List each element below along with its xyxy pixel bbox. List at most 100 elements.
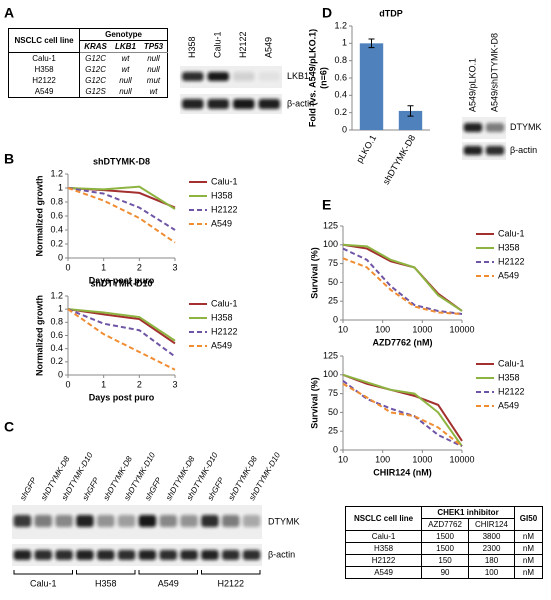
table-cell: nM bbox=[513, 542, 544, 555]
group-label: Calu-1 bbox=[30, 578, 57, 588]
table-cell: nM bbox=[513, 530, 544, 543]
x-tick-label: 3 bbox=[172, 379, 177, 389]
table-cell: G12C bbox=[85, 54, 107, 63]
table-cell: H2122 bbox=[8, 75, 81, 86]
y-tick-label: 0.8 bbox=[334, 55, 347, 65]
legend-label: A549 bbox=[211, 218, 232, 228]
blot-strip bbox=[462, 117, 506, 139]
x-tick-label: 0 bbox=[65, 262, 70, 272]
blot-band bbox=[463, 146, 483, 155]
table-cell: 180 bbox=[468, 554, 515, 567]
panel-label: A bbox=[4, 5, 14, 21]
y-tick-label: 0.4 bbox=[50, 343, 63, 353]
y-tick-label: 125 bbox=[323, 220, 338, 230]
header-cell: Genotype bbox=[79, 28, 168, 41]
series-line bbox=[67, 308, 176, 358]
genotype-table: NSCLC cell line Genotype KRAS LKB1 TP53 Cal… bbox=[8, 28, 168, 98]
table-cell: 1500 bbox=[421, 542, 470, 555]
band-label: β-actin bbox=[268, 549, 295, 559]
blot-band bbox=[463, 123, 483, 132]
x-tick-label: 1 bbox=[101, 379, 106, 389]
table-cell: null bbox=[147, 65, 160, 74]
legend-label: A549 bbox=[498, 400, 519, 410]
x-tick-label: 10000 bbox=[449, 324, 474, 334]
blot-strip bbox=[180, 66, 282, 88]
blot-band bbox=[182, 72, 204, 81]
y-tick-label: 50 bbox=[328, 277, 338, 287]
y-tick-label: 0.2 bbox=[334, 107, 347, 117]
group-bracket bbox=[138, 570, 198, 575]
x-tick-label: 1 bbox=[101, 262, 106, 272]
panel-label: B bbox=[4, 151, 14, 167]
blot-band bbox=[485, 123, 505, 132]
y-axis-label: (n=6) bbox=[318, 67, 328, 89]
blot-band bbox=[201, 515, 219, 527]
y-tick-label: 100 bbox=[323, 239, 338, 249]
legend-label: H2122 bbox=[211, 326, 238, 336]
table-cell: null bbox=[147, 54, 160, 63]
blot-band bbox=[233, 99, 255, 109]
y-tick-label: 75 bbox=[328, 388, 338, 398]
table-row: H358 G12C wt null bbox=[8, 64, 168, 75]
panel-label: E bbox=[322, 197, 331, 213]
legend-label: H2122 bbox=[498, 386, 525, 396]
table-cell: Calu-1 bbox=[344, 530, 423, 543]
drug-cell: CHIR124 bbox=[468, 518, 515, 531]
band-label: DTYMK bbox=[510, 122, 542, 132]
x-tick-label: 0 bbox=[65, 379, 70, 389]
blot-band bbox=[207, 72, 229, 81]
blot-strip bbox=[12, 544, 262, 566]
blot-band bbox=[138, 550, 157, 560]
x-tick-label: 2 bbox=[137, 262, 142, 272]
table-cell: G12S bbox=[85, 87, 106, 96]
series-line bbox=[342, 380, 463, 448]
group-label: H2122 bbox=[217, 578, 244, 588]
chart-title: dTDP bbox=[379, 8, 403, 18]
y-tick-label: 0.4 bbox=[334, 90, 347, 100]
table-row: Calu-1 G12C wt null bbox=[8, 52, 168, 64]
y-axis-label: Normalized growth bbox=[34, 295, 44, 376]
y-tick-label: 75 bbox=[328, 258, 338, 268]
table-row: A549 G12S null wt bbox=[8, 86, 168, 98]
group-bracket bbox=[201, 570, 261, 575]
x-axis-label: Days post puro bbox=[89, 275, 155, 285]
blot-band bbox=[76, 550, 94, 560]
blot-band bbox=[182, 99, 204, 109]
y-tick-label: 50 bbox=[328, 407, 338, 417]
y-tick-label: 1 bbox=[58, 304, 63, 314]
y-tick-label: 0 bbox=[58, 369, 63, 379]
lane-label: A549/pLKO.1 bbox=[467, 58, 477, 112]
blot-band bbox=[222, 550, 240, 560]
blot-band bbox=[97, 515, 115, 527]
table-cell: 150 bbox=[421, 554, 470, 567]
y-tick-label: 1.2 bbox=[334, 20, 347, 30]
y-tick-label: 0.2 bbox=[50, 356, 63, 366]
y-tick-label: 0 bbox=[342, 124, 347, 134]
x-axis-label: Days post puro bbox=[89, 392, 155, 402]
x-tick-label: 3 bbox=[172, 262, 177, 272]
y-tick-label: 0.4 bbox=[50, 224, 63, 234]
lane-label: H358 bbox=[187, 36, 197, 58]
table-cell: null bbox=[119, 87, 132, 96]
x-tick-label: shDTYMK-D8 bbox=[381, 133, 417, 186]
y-tick-label: 0.6 bbox=[50, 330, 63, 340]
series-line bbox=[67, 187, 176, 244]
group-bracket bbox=[13, 570, 73, 575]
blot-band bbox=[159, 550, 177, 560]
table-cell: 1500 bbox=[421, 530, 470, 543]
y-axis-label: Survival (%) bbox=[309, 247, 319, 299]
blot-band bbox=[159, 515, 177, 527]
series-line bbox=[67, 187, 176, 231]
table-cell: mut bbox=[146, 76, 161, 85]
blot-band bbox=[138, 515, 157, 527]
blot-band bbox=[222, 515, 240, 527]
x-tick-label: 2 bbox=[137, 379, 142, 389]
blot-band bbox=[233, 72, 255, 81]
series-line bbox=[67, 308, 176, 342]
blot-band bbox=[180, 515, 198, 527]
series-line bbox=[342, 382, 463, 448]
blot-band bbox=[76, 515, 94, 527]
x-tick-label: pLKO.1 bbox=[354, 133, 378, 164]
blot-band bbox=[207, 99, 229, 109]
table-cell: 100 bbox=[468, 566, 515, 579]
